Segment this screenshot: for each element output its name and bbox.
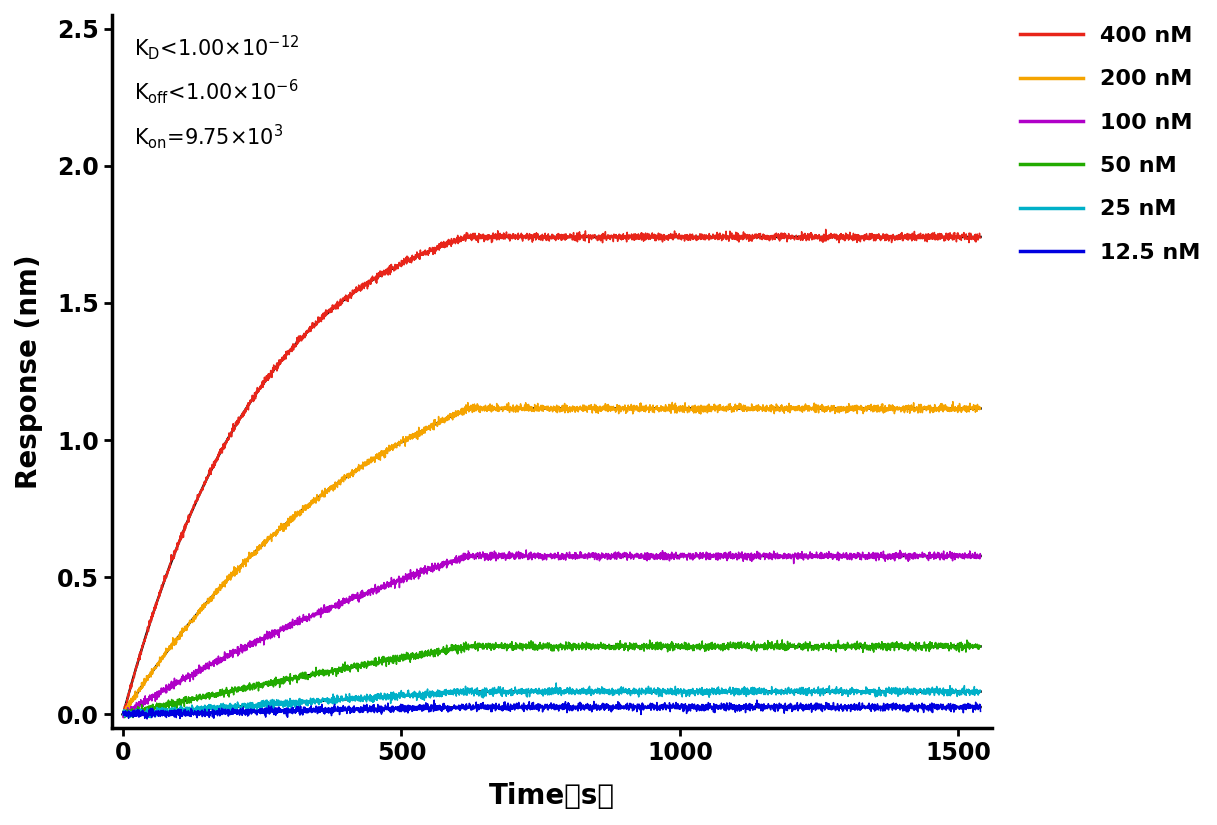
Text: K$_\mathrm{D}$<1.00×10$^{-12}$
K$_\mathrm{off}$<1.00×10$^{-6}$
K$_\mathrm{on}$=9: K$_\mathrm{D}$<1.00×10$^{-12}$ K$_\mathr… <box>134 33 299 151</box>
Legend: 400 nM, 200 nM, 100 nM, 50 nM, 25 nM, 12.5 nM: 400 nM, 200 nM, 100 nM, 50 nM, 25 nM, 12… <box>1020 26 1201 263</box>
Y-axis label: Response (nm): Response (nm) <box>15 254 43 489</box>
X-axis label: Time（s）: Time（s） <box>489 782 615 810</box>
